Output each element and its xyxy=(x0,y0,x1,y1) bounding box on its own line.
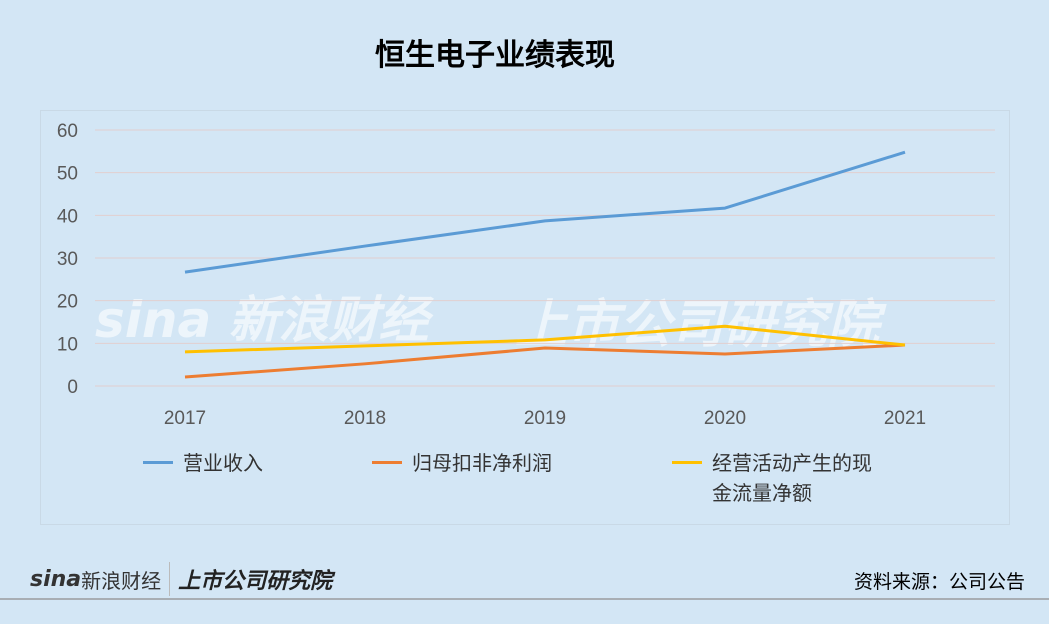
legend-label: 营业收入 xyxy=(183,451,263,475)
y-tick-label: 10 xyxy=(57,334,78,355)
x-tick-label: 2017 xyxy=(164,408,206,429)
series-line-1 xyxy=(184,343,906,379)
institute-logo: 上市公司研究院 xyxy=(178,569,333,594)
x-tick-label: 2020 xyxy=(704,408,746,429)
x-tick-label: 2018 xyxy=(344,408,386,429)
y-tick-label: 30 xyxy=(57,249,78,270)
y-tick-label: 60 xyxy=(57,121,78,142)
y-tick-label: 40 xyxy=(57,206,78,227)
footer-divider xyxy=(0,598,1049,600)
legend-item-net-profit: 归母扣非净利润 xyxy=(372,448,552,478)
chart-title: 恒生电子业绩表现 xyxy=(375,38,615,73)
x-tick-label: 2019 xyxy=(524,408,566,429)
legend-swatch xyxy=(372,461,402,464)
chart-panel xyxy=(40,110,1010,525)
watermark-institute: 上市公司研究院 xyxy=(515,295,880,355)
series-line-0 xyxy=(184,150,906,274)
legend-item-revenue: 营业收入 xyxy=(143,448,263,478)
legend-swatch xyxy=(672,461,702,464)
footer-logo: sina 新浪财经 上市公司研究院 xyxy=(30,562,332,596)
y-tick-label: 0 xyxy=(67,377,78,398)
legend-label-line: 金流量净额 xyxy=(712,481,812,505)
source-note: 资料来源：公司公告 xyxy=(853,571,1025,593)
x-tick-label: 2021 xyxy=(884,408,926,429)
y-tick-label: 20 xyxy=(57,292,78,313)
legend-swatch xyxy=(143,461,173,464)
legend-label: 归母扣非净利润 xyxy=(412,451,552,475)
legend-label: 经营活动产生的现 金流量净额 xyxy=(712,448,872,508)
sina-logo: sina xyxy=(30,566,82,592)
y-tick-label: 50 xyxy=(57,164,78,185)
legend-label-line: 经营活动产生的现 xyxy=(712,451,872,475)
sina-logo-text: 新浪财经 xyxy=(81,568,162,593)
legend-item-cash-flow: 经营活动产生的现 金流量净额 xyxy=(672,448,872,508)
logo-divider xyxy=(169,562,171,596)
